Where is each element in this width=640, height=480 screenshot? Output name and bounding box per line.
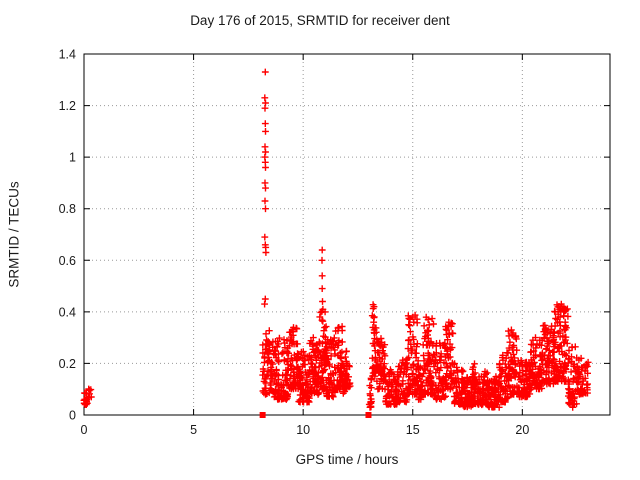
zero-value-square-marker xyxy=(259,412,266,418)
grid-lines xyxy=(84,54,610,415)
y-tick-label: 1.4 xyxy=(59,48,76,62)
scatter-points xyxy=(80,68,592,411)
y-axis-label: SRMTID / TECUs xyxy=(6,181,22,288)
y-tick-label: 0 xyxy=(69,409,76,423)
tick-marks xyxy=(83,53,610,416)
x-axis-label: GPS time / hours xyxy=(295,452,399,467)
y-tick-label: 0.2 xyxy=(59,357,76,371)
x-tick-label: 15 xyxy=(406,423,420,437)
x-tick-label: 0 xyxy=(81,423,88,437)
y-tick-label: 1 xyxy=(69,151,76,165)
chart-title: Day 176 of 2015, SRMTID for receiver den… xyxy=(190,13,450,28)
x-tick-label: 20 xyxy=(515,423,529,437)
x-tick-label: 10 xyxy=(296,423,310,437)
plot-border xyxy=(83,53,611,416)
y-tick-label: 0.8 xyxy=(59,202,76,216)
y-tick-label: 1.2 xyxy=(59,99,76,113)
zero-value-square-marker xyxy=(365,412,372,418)
x-tick-label: 5 xyxy=(190,423,197,437)
y-tick-label: 0.6 xyxy=(59,254,76,268)
y-tick-label: 0.4 xyxy=(59,305,76,319)
